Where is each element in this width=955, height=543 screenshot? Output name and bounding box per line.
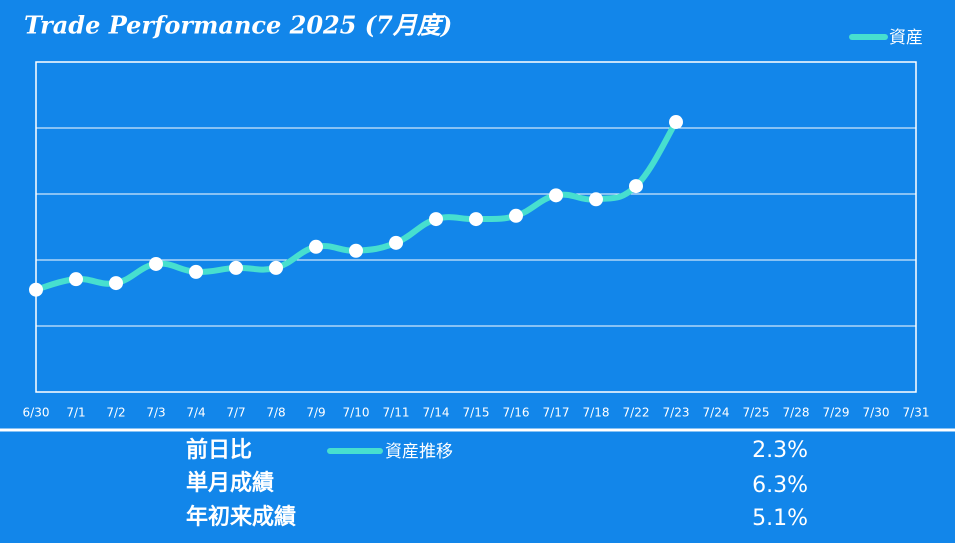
x-tick-label: 7/25 <box>743 406 770 420</box>
point <box>509 208 523 223</box>
x-tick-label: 7/24 <box>703 406 730 420</box>
point <box>669 115 683 130</box>
point <box>69 272 83 287</box>
summary-value: 6.3% <box>752 473 808 498</box>
x-tick-label: 7/1 <box>66 406 85 420</box>
plot-frame <box>35 61 917 393</box>
summary-value: 5.1% <box>752 506 808 531</box>
x-tick-label: 7/2 <box>106 406 125 420</box>
point <box>389 235 403 250</box>
x-tick-label: 7/18 <box>583 406 610 420</box>
point <box>189 264 203 279</box>
point <box>549 188 563 203</box>
point <box>349 243 363 258</box>
x-tick-label: 7/30 <box>863 406 890 420</box>
summary-label: 前日比 <box>186 437 252 463</box>
point <box>269 260 283 275</box>
x-tick-label: 7/23 <box>663 406 690 420</box>
point <box>429 212 443 227</box>
x-tick-label: 7/22 <box>623 406 650 420</box>
x-tick-label: 6/30 <box>23 406 50 420</box>
point <box>469 212 483 227</box>
x-tick-label: 7/11 <box>383 406 410 420</box>
x-tick-label: 7/14 <box>423 406 450 420</box>
x-tick-label: 7/31 <box>903 406 930 420</box>
x-tick-label: 7/9 <box>306 406 325 420</box>
legend-label: 資産 <box>889 28 923 48</box>
chart-title: Trade Performance 2025 (7月度) <box>24 11 452 40</box>
summary-value: 2.3% <box>752 438 808 463</box>
summary-legend: 資産推移 <box>385 442 453 462</box>
point <box>29 282 43 297</box>
point <box>229 260 243 275</box>
point <box>309 239 323 254</box>
summary-label: 年初来成績 <box>186 504 296 530</box>
point <box>629 179 643 194</box>
x-tick-label: 7/3 <box>146 406 165 420</box>
x-tick-label: 7/15 <box>463 406 490 420</box>
point <box>149 256 163 271</box>
series-line <box>33 119 679 293</box>
point <box>109 276 123 291</box>
x-tick-label: 7/10 <box>343 406 370 420</box>
x-tick-label: 7/28 <box>783 406 810 420</box>
point <box>589 192 603 207</box>
x-tick-label: 7/4 <box>186 406 205 420</box>
x-tick-label: 7/7 <box>226 406 245 420</box>
x-tick-label: 7/8 <box>266 406 285 420</box>
summary-label: 単月成績 <box>186 470 274 496</box>
x-tick-label: 7/16 <box>503 406 530 420</box>
x-tick-label: 7/29 <box>823 406 850 420</box>
x-tick-label: 7/17 <box>543 406 570 420</box>
